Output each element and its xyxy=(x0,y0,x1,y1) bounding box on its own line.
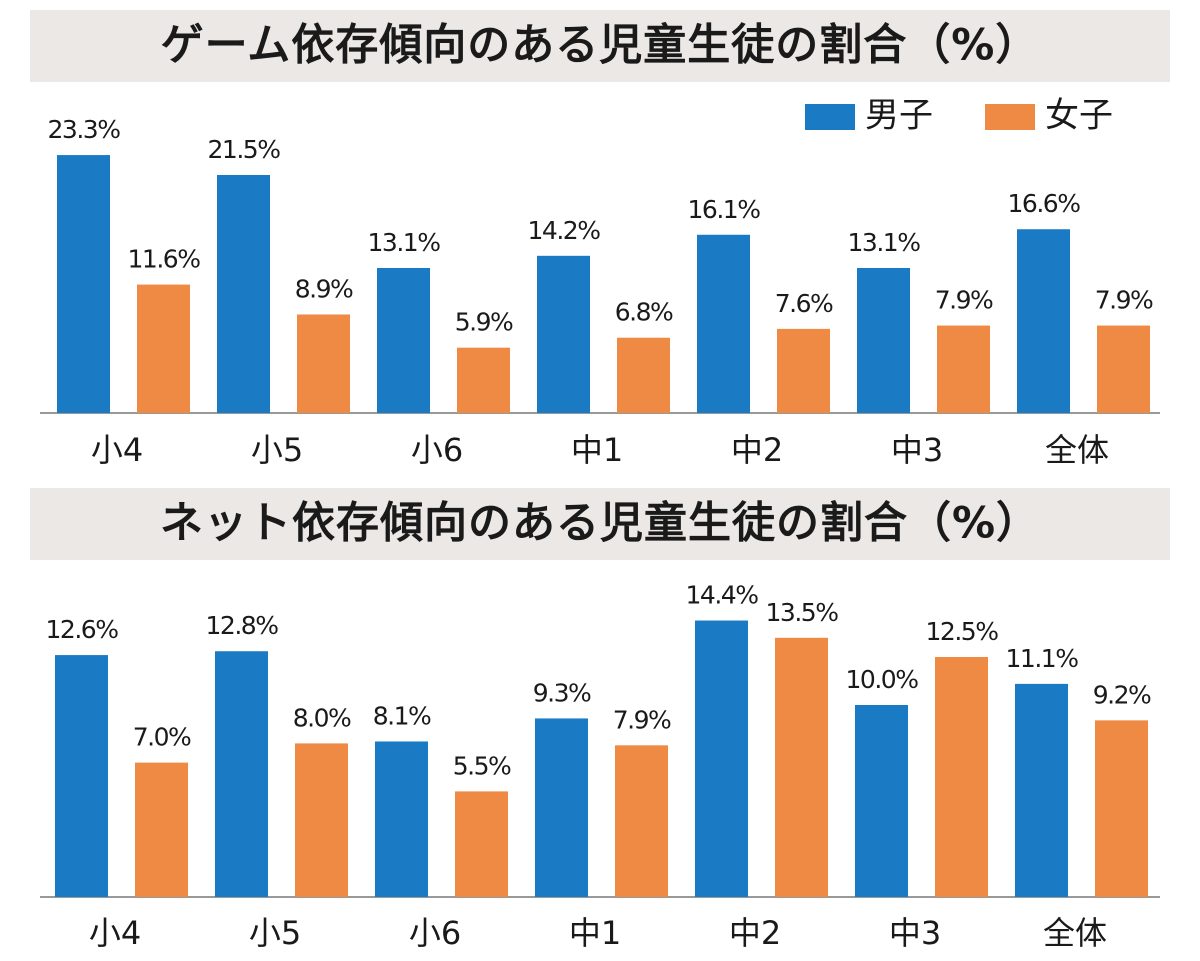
bar xyxy=(377,267,430,413)
title-band xyxy=(30,10,1170,82)
bar xyxy=(777,328,830,413)
bar xyxy=(695,620,748,897)
value-label: 7.9% xyxy=(613,705,671,734)
bar xyxy=(855,705,908,897)
bar xyxy=(297,314,350,413)
x-tick-label: 小4 xyxy=(91,431,143,469)
x-tick-label: 中3 xyxy=(891,431,943,469)
value-label: 7.0% xyxy=(133,723,191,752)
value-label: 7.6% xyxy=(775,289,833,318)
value-label: 16.1% xyxy=(688,195,761,224)
value-label: 12.8% xyxy=(206,611,279,640)
x-tick-label: 小6 xyxy=(411,431,463,469)
value-label: 13.1% xyxy=(368,228,441,257)
value-label: 9.2% xyxy=(1093,680,1151,709)
value-label: 8.1% xyxy=(373,701,431,730)
value-label: 8.0% xyxy=(293,703,351,732)
title-band xyxy=(30,488,1170,560)
value-label: 7.9% xyxy=(1095,286,1153,315)
value-label: 21.5% xyxy=(208,135,281,164)
value-label: 9.3% xyxy=(533,678,591,707)
value-label: 11.6% xyxy=(128,245,201,274)
legend-label: 女子 xyxy=(1045,96,1113,136)
bar xyxy=(1015,683,1068,897)
chart-title: ネット依存傾向のある児童生徒の割合（%） xyxy=(160,499,1040,549)
bar xyxy=(137,284,190,413)
value-label: 6.8% xyxy=(615,298,673,327)
bar xyxy=(535,718,588,897)
value-label: 11.1% xyxy=(1006,644,1079,673)
x-tick-label: 全体 xyxy=(1045,431,1109,469)
bar xyxy=(215,651,268,897)
value-label: 8.9% xyxy=(295,274,353,303)
bar xyxy=(617,337,670,413)
x-tick-label: 中2 xyxy=(731,431,783,469)
bar xyxy=(1097,325,1150,413)
bar xyxy=(615,745,668,897)
bar xyxy=(697,234,750,413)
bar xyxy=(57,155,110,413)
legend-swatch xyxy=(805,104,855,130)
bar xyxy=(937,325,990,413)
bar xyxy=(457,347,510,413)
x-tick-label: 中2 xyxy=(729,914,781,952)
bar xyxy=(775,637,828,897)
bar xyxy=(375,741,428,897)
bar xyxy=(135,762,188,897)
bar xyxy=(935,657,988,897)
chart-title: ゲーム依存傾向のある児童生徒の割合（%） xyxy=(161,21,1040,71)
x-tick-label: 全体 xyxy=(1043,914,1107,952)
x-tick-label: 小5 xyxy=(249,914,301,952)
x-tick-label: 小5 xyxy=(251,431,303,469)
value-label: 13.5% xyxy=(766,598,839,627)
value-label: 14.4% xyxy=(686,581,759,610)
bar xyxy=(1017,229,1070,413)
x-tick-label: 中1 xyxy=(571,431,623,469)
x-tick-label: 小6 xyxy=(409,914,461,952)
bar xyxy=(295,743,348,897)
value-label: 5.5% xyxy=(453,751,511,780)
bar xyxy=(217,174,270,413)
x-tick-label: 中3 xyxy=(889,914,941,952)
value-label: 23.3% xyxy=(48,115,121,144)
legend-swatch xyxy=(985,104,1035,130)
value-label: 14.2% xyxy=(528,216,601,245)
legend-label: 男子 xyxy=(865,96,933,136)
value-label: 7.9% xyxy=(935,286,993,315)
bar xyxy=(857,267,910,413)
bar xyxy=(1095,720,1148,897)
x-tick-label: 中1 xyxy=(569,914,621,952)
value-label: 13.1% xyxy=(848,228,921,257)
x-tick-label: 小4 xyxy=(89,914,141,952)
bar xyxy=(55,655,108,897)
value-label: 10.0% xyxy=(846,665,919,694)
bar xyxy=(537,255,590,413)
value-label: 12.5% xyxy=(926,617,999,646)
value-label: 16.6% xyxy=(1008,189,1081,218)
bar xyxy=(455,791,508,897)
value-label: 12.6% xyxy=(46,615,119,644)
value-label: 5.9% xyxy=(455,308,513,337)
